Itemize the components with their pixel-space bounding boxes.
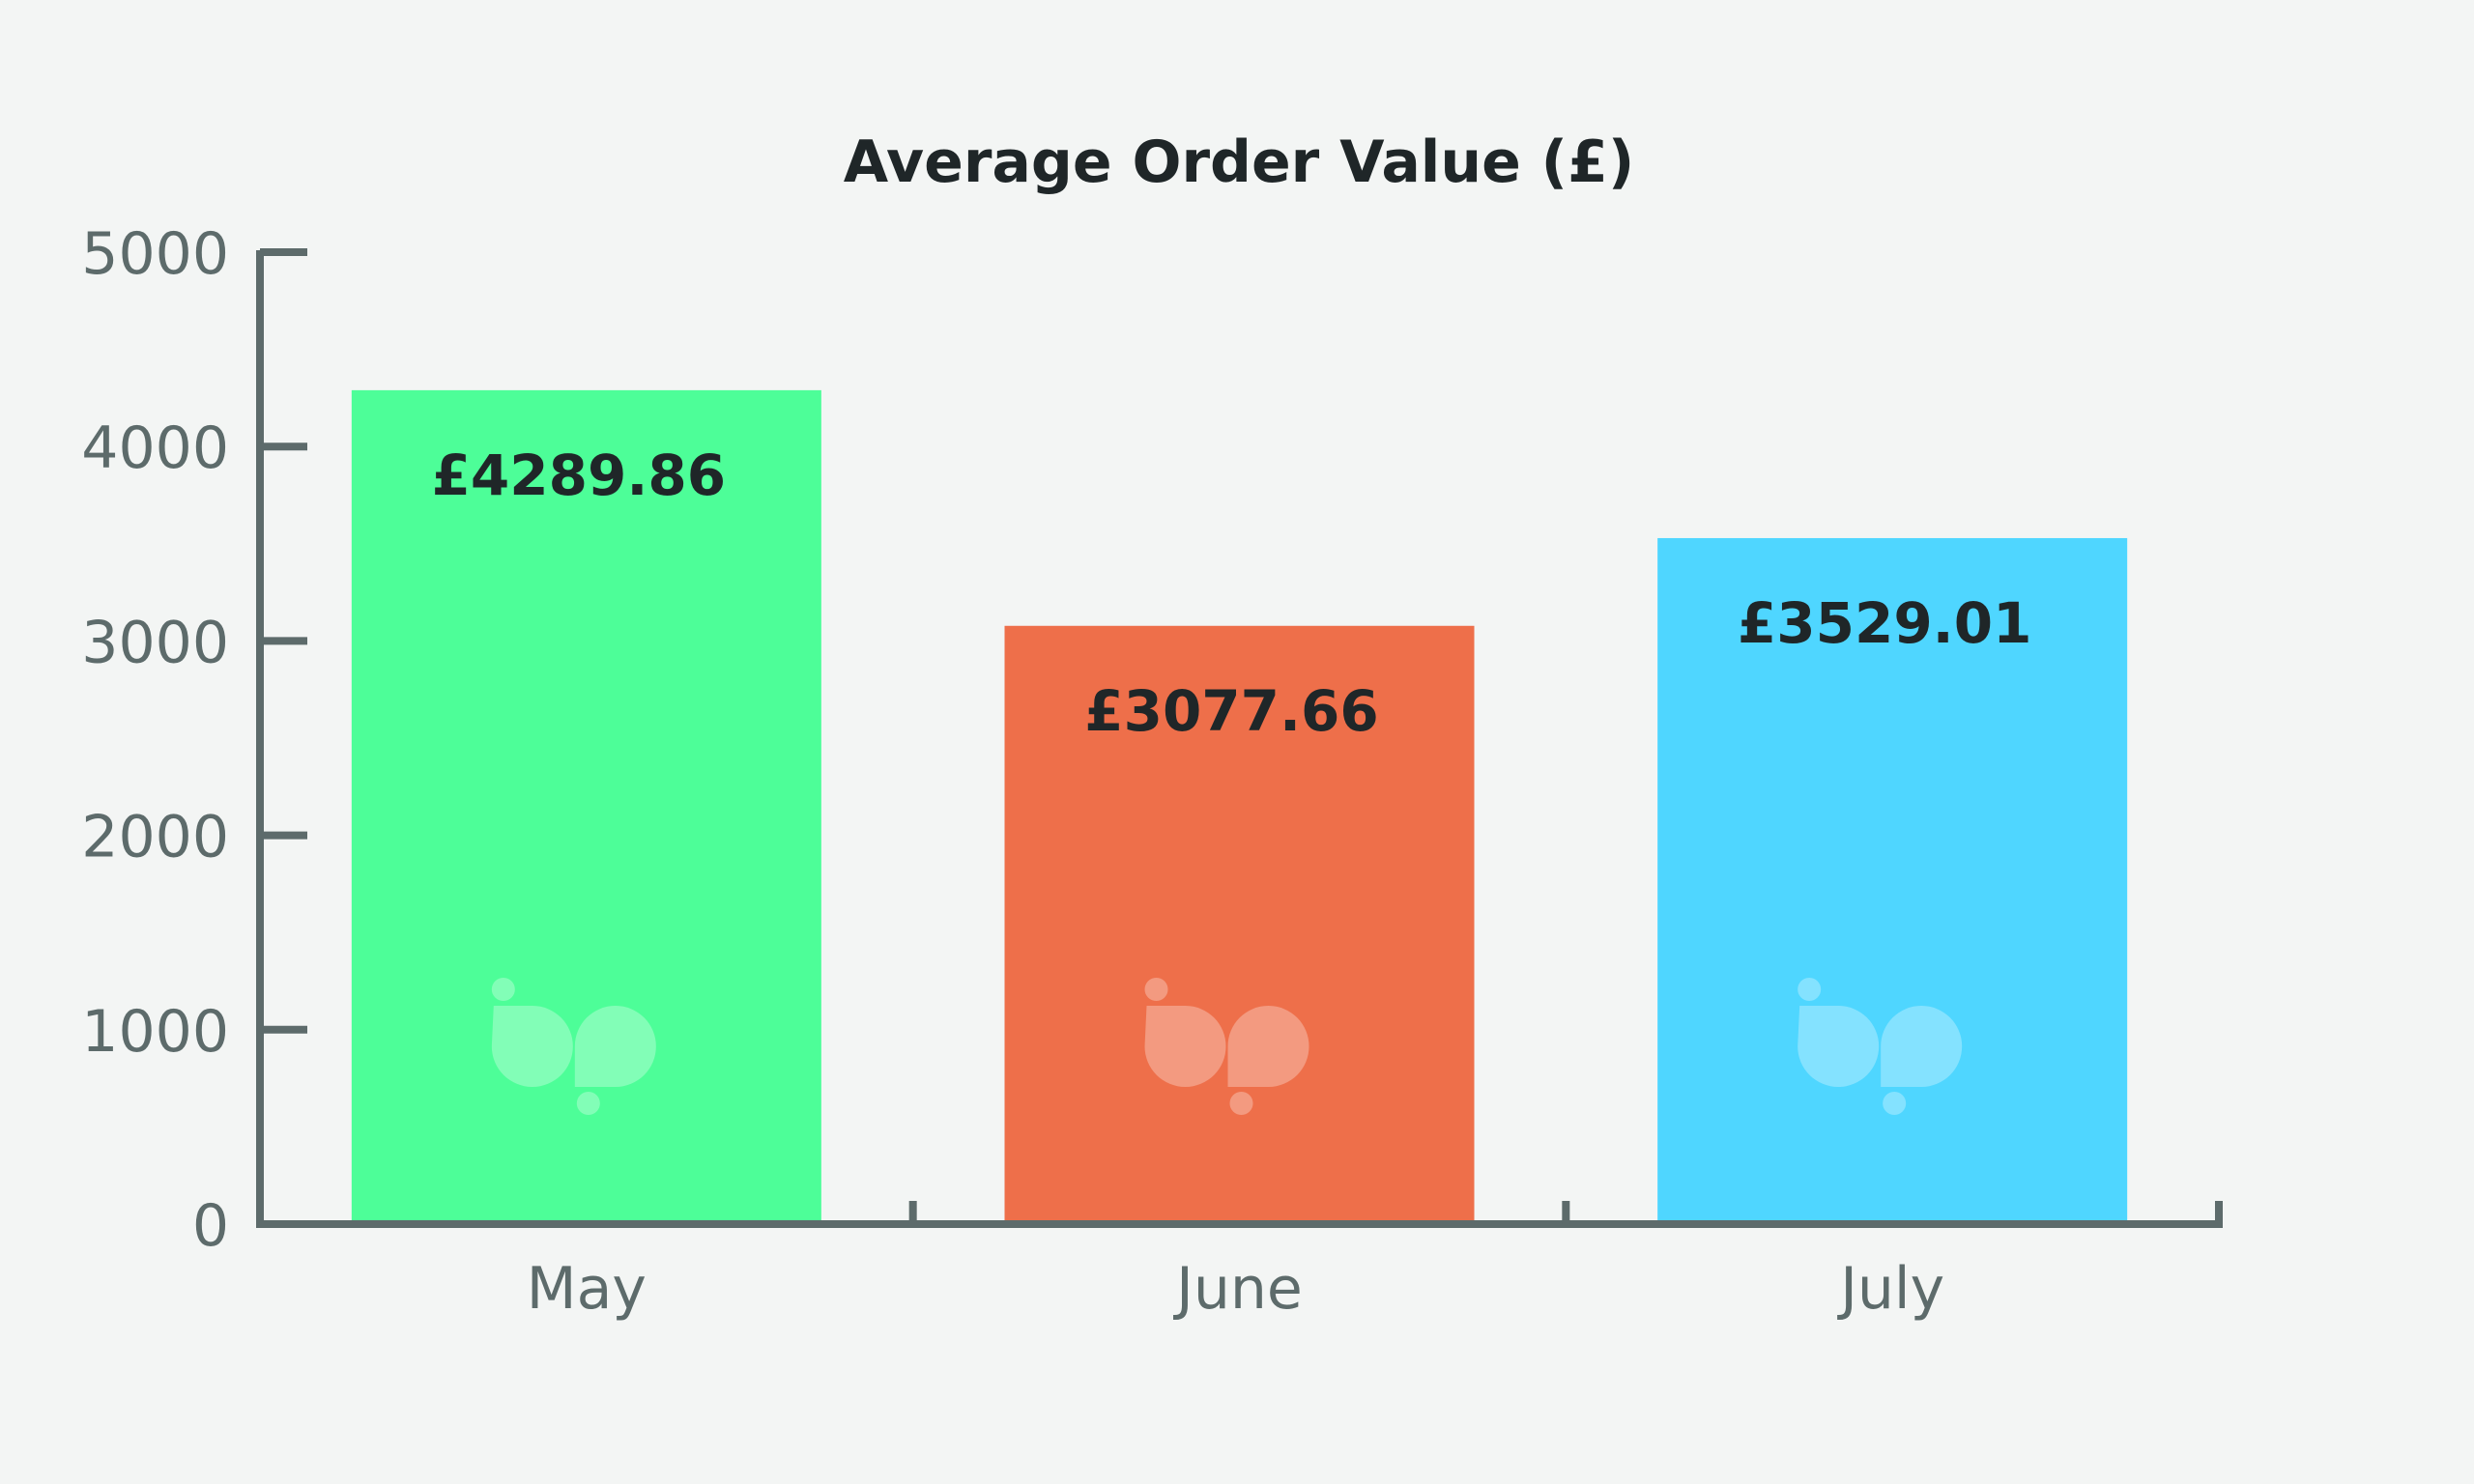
y-tick-label: 4000 [81,414,229,482]
y-tick-label: 3000 [81,609,229,676]
logo-watermark-icon [1798,978,1963,1115]
x-tick-label: May [527,1255,647,1323]
chart-title: Average Order Value (£) [844,128,1635,196]
y-tick-label: 0 [192,1192,229,1260]
y-tick-label: 1000 [81,998,229,1066]
bar-may [351,389,821,1225]
logo-watermark-icon [491,978,656,1115]
data-label: £4289.86 [432,442,727,508]
data-label: £3529.01 [1738,590,2032,656]
x-tick-label: July [1836,1255,1944,1323]
y-tick-label: 5000 [81,220,229,288]
data-label: £3077.66 [1084,678,1379,744]
y-tick-label: 2000 [81,804,229,871]
logo-watermark-icon [1144,978,1309,1115]
x-tick-label: June [1172,1255,1303,1323]
bar-june [1004,625,1475,1224]
bar-july [1657,537,2128,1224]
